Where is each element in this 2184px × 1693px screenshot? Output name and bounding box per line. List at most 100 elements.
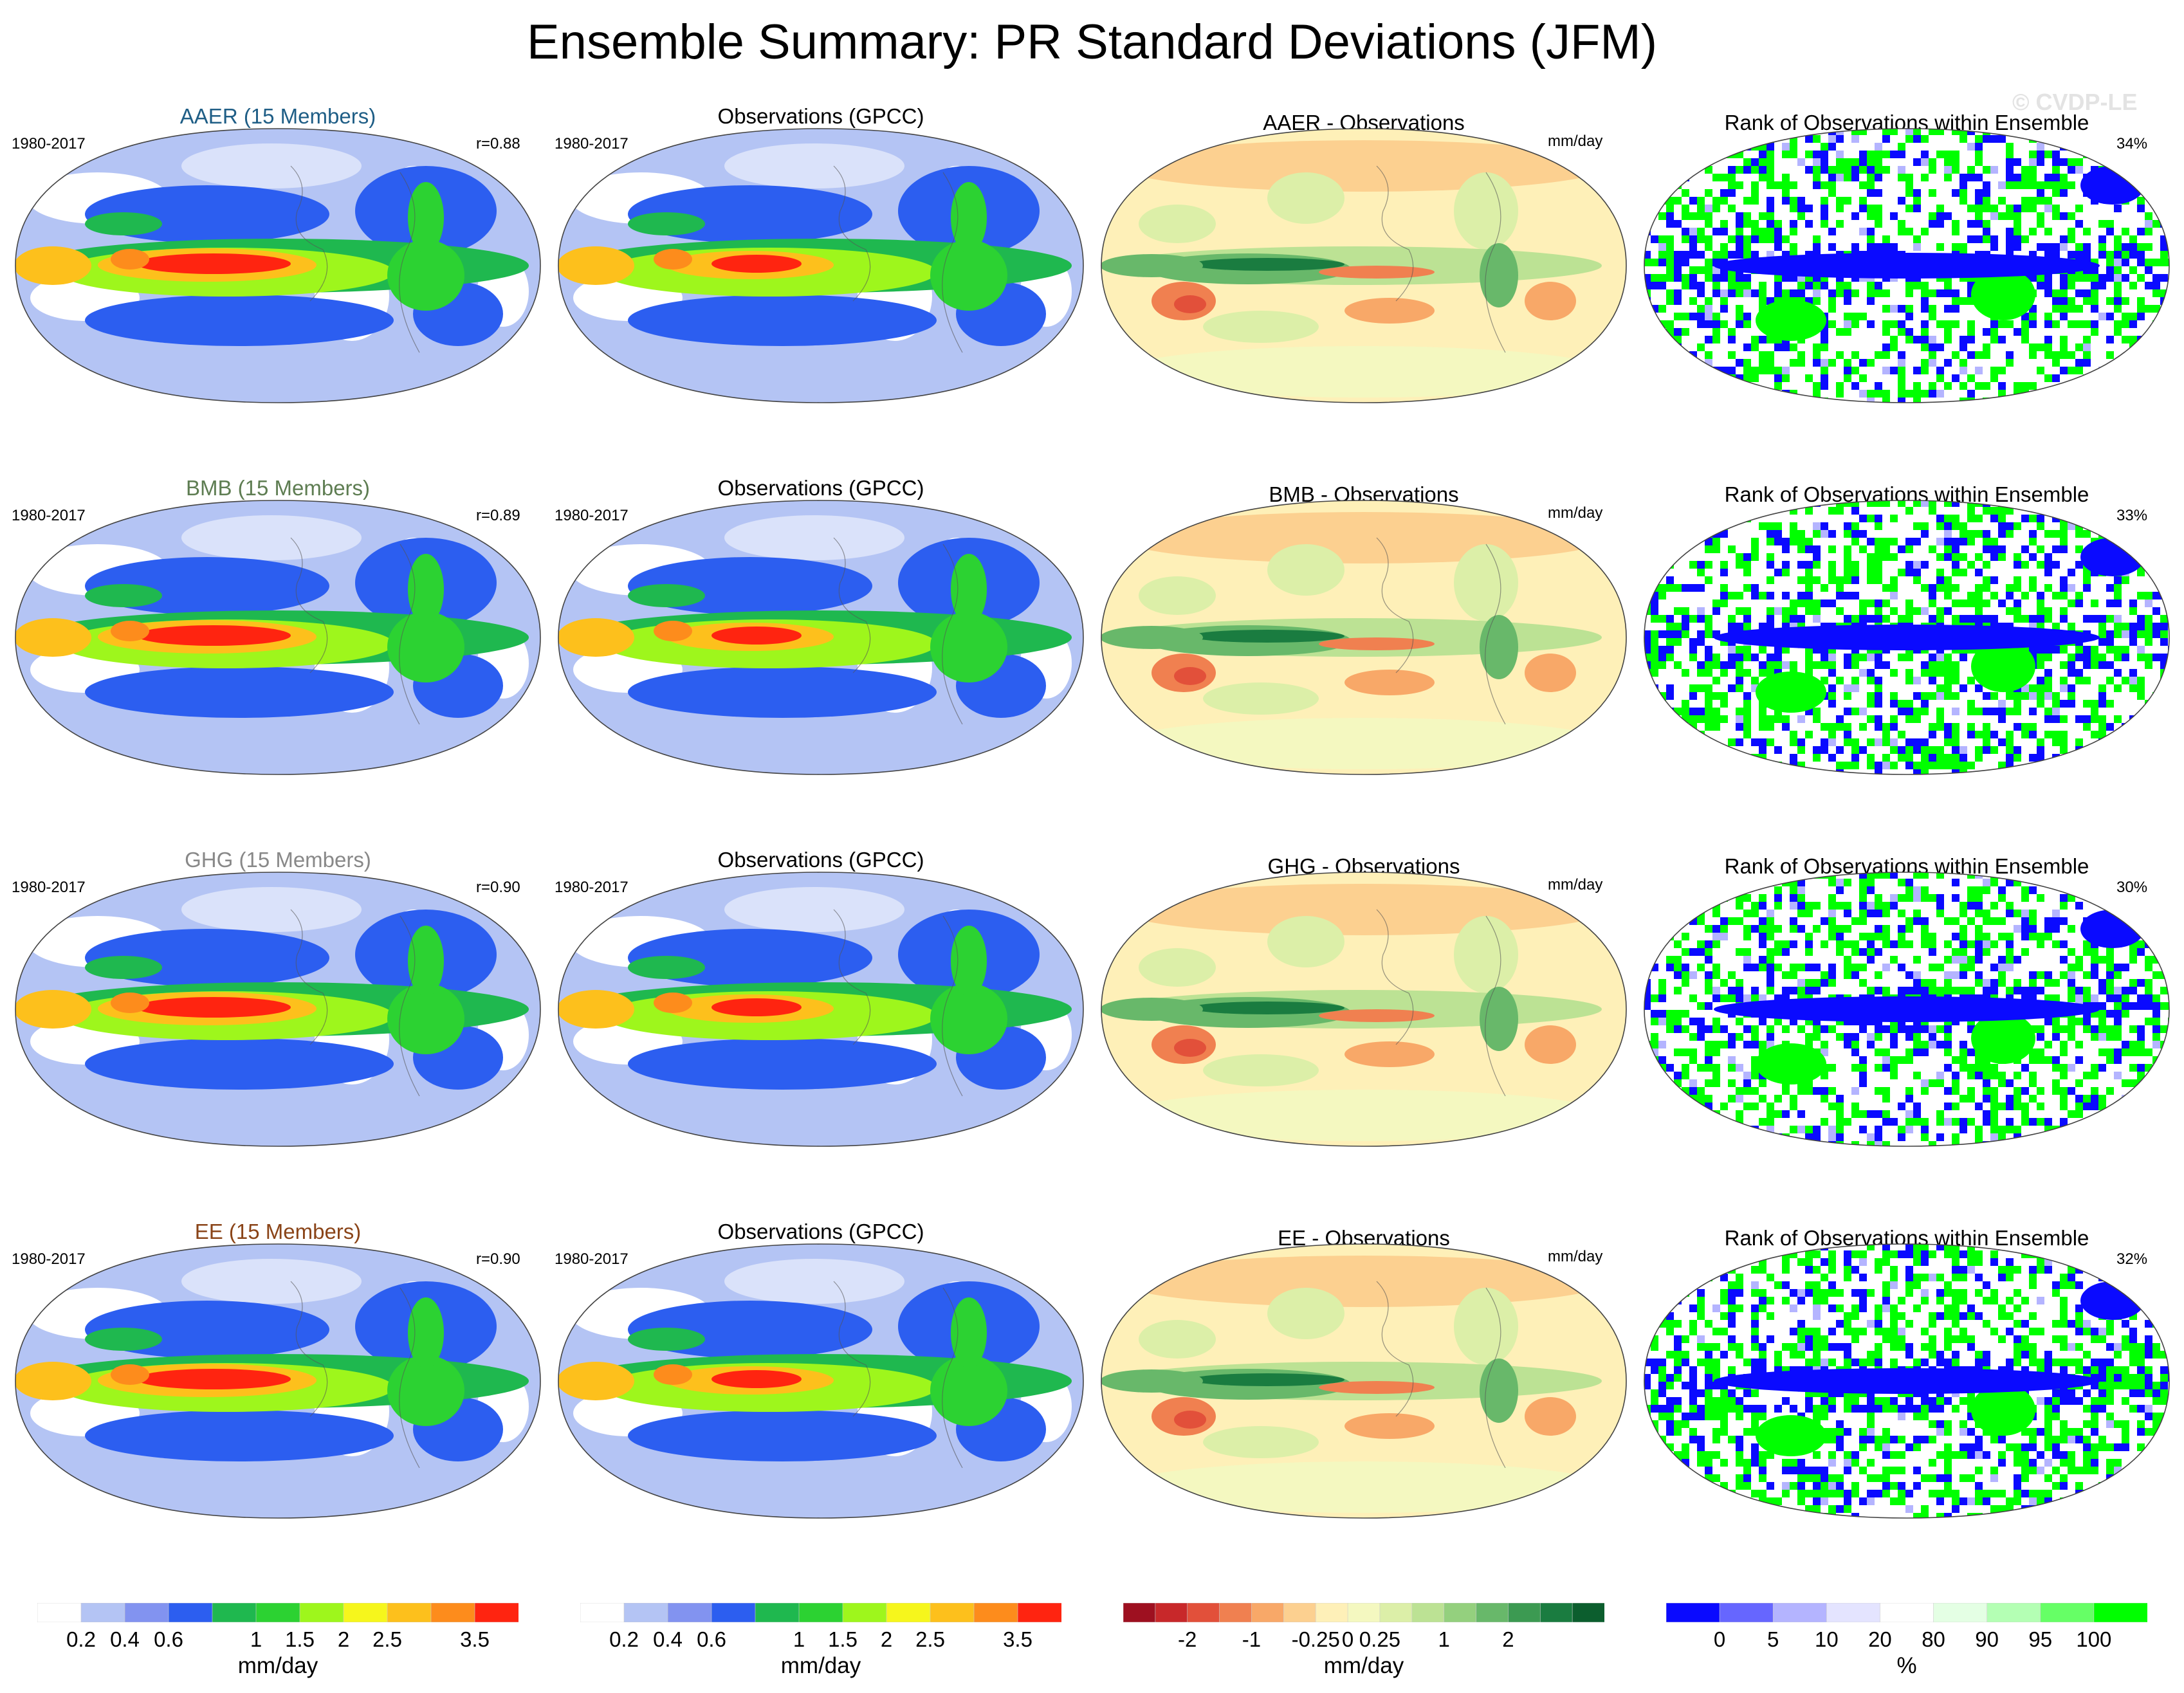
colorbar-swatch bbox=[299, 1603, 344, 1622]
colorbar-swatch bbox=[1476, 1603, 1509, 1622]
colorbar-tick-label: 2.5 bbox=[915, 1627, 945, 1651]
colorbar-swatch bbox=[1017, 1603, 1061, 1622]
colorbar-swatch bbox=[886, 1603, 931, 1622]
colorbar-swatch bbox=[711, 1603, 756, 1622]
stddev-map bbox=[15, 872, 541, 1147]
rank-percent: 30% bbox=[2116, 879, 2148, 896]
colorbar-swatch bbox=[1880, 1603, 1934, 1622]
colorbar-tick-label: 0.2 bbox=[609, 1627, 639, 1651]
colorbar-swatch bbox=[1508, 1603, 1541, 1622]
obs-period-label: 1980-2017 bbox=[555, 135, 629, 152]
experiment-title: AAER (15 Members) bbox=[179, 104, 376, 128]
colorbar-swatch bbox=[1933, 1603, 1988, 1622]
period-label: 1980-2017 bbox=[12, 879, 86, 896]
pattern-correlation: r=0.90 bbox=[476, 1250, 520, 1268]
experiment-title: GHG (15 Members) bbox=[185, 848, 371, 872]
period-label: 1980-2017 bbox=[12, 1250, 86, 1268]
colorbar-swatch bbox=[1411, 1603, 1445, 1622]
colorbar-tick-label: -0.25 bbox=[1291, 1627, 1340, 1651]
observations-title: Observations (GPCC) bbox=[717, 104, 924, 128]
colorbar-tick-label: 0.25 bbox=[1359, 1627, 1401, 1651]
colorbar-swatch bbox=[343, 1603, 388, 1622]
stddev-map bbox=[15, 500, 541, 775]
colorbar-tick-label: 1 bbox=[793, 1627, 805, 1651]
colorbar-swatch bbox=[1826, 1603, 1881, 1622]
obs-map bbox=[558, 1243, 1084, 1519]
stddev-map bbox=[15, 128, 541, 403]
pattern-correlation: r=0.89 bbox=[476, 507, 520, 524]
colorbar-swatch bbox=[623, 1603, 668, 1622]
difference-unit: mm/day bbox=[1548, 504, 1603, 522]
colorbar-swatch bbox=[1315, 1603, 1348, 1622]
diff-map bbox=[1101, 872, 1627, 1147]
colorbar-swatch bbox=[1283, 1603, 1316, 1622]
colorbar-swatch bbox=[798, 1603, 843, 1622]
colorbar-tick-label: 0.4 bbox=[653, 1627, 683, 1651]
watermark: © CVDP-LE bbox=[2012, 89, 2138, 115]
colorbar-tick-label: 0.4 bbox=[110, 1627, 140, 1651]
colorbar-swatch bbox=[842, 1603, 887, 1622]
colorbar-tick-label: 80 bbox=[1922, 1627, 1945, 1651]
colorbar-tick-label: 95 bbox=[2028, 1627, 2053, 1651]
colorbar-swatch bbox=[930, 1603, 975, 1622]
colorbar-swatch bbox=[1719, 1603, 1774, 1622]
colorbar-tick-label: 90 bbox=[1975, 1627, 1999, 1651]
experiment-title: EE (15 Members) bbox=[194, 1220, 362, 1243]
colorbar-swatch bbox=[387, 1603, 432, 1622]
colorbar-tick-label: 0.2 bbox=[66, 1627, 96, 1651]
colorbar-swatch bbox=[474, 1603, 518, 1622]
period-label: 1980-2017 bbox=[12, 135, 86, 152]
colorbar-tick-label: 2.5 bbox=[372, 1627, 402, 1651]
colorbar-tick-label: 3.5 bbox=[460, 1627, 490, 1651]
colorbar-unit: mm/day bbox=[780, 1653, 861, 1678]
obs-map bbox=[558, 872, 1084, 1147]
colorbar-swatch bbox=[1219, 1603, 1253, 1622]
diff-map bbox=[1101, 500, 1627, 775]
diff-map bbox=[1101, 1243, 1627, 1519]
pattern-correlation: r=0.90 bbox=[476, 879, 520, 896]
colorbar-tick-label: 0 bbox=[1713, 1627, 1726, 1651]
colorbar-tick-label: -2 bbox=[1178, 1627, 1197, 1651]
colorbar-swatch bbox=[755, 1603, 800, 1622]
colorbar-unit: mm/day bbox=[1323, 1653, 1404, 1678]
period-label: 1980-2017 bbox=[12, 507, 86, 524]
rank-colorbar bbox=[1666, 1603, 2147, 1622]
colorbar-swatch bbox=[1187, 1603, 1220, 1622]
rank-percent: 34% bbox=[2116, 135, 2148, 152]
colorbar-tick-label: 5 bbox=[1767, 1627, 1779, 1651]
colorbar-swatch bbox=[1251, 1603, 1285, 1622]
colorbar-swatch bbox=[168, 1603, 213, 1622]
difference-unit: mm/day bbox=[1548, 1248, 1603, 1265]
difference-colorbar bbox=[1123, 1603, 1604, 1622]
colorbar-tick-label: 1 bbox=[1438, 1627, 1450, 1651]
rank-percent: 32% bbox=[2116, 1250, 2148, 1268]
colorbar-tick-label: 3.5 bbox=[1003, 1627, 1032, 1651]
colorbar-swatch bbox=[1444, 1603, 1477, 1622]
obs-period-label: 1980-2017 bbox=[555, 879, 629, 896]
colorbar-tick-label: 2 bbox=[1502, 1627, 1514, 1651]
rank-map bbox=[1644, 500, 2170, 775]
colorbar-swatch bbox=[1772, 1603, 1828, 1622]
colorbar-swatch bbox=[2093, 1603, 2147, 1622]
colorbar-tick-label: 1.5 bbox=[828, 1627, 858, 1651]
difference-unit: mm/day bbox=[1548, 133, 1603, 150]
colorbar-swatch bbox=[255, 1603, 300, 1622]
colorbar-tick-label: 2 bbox=[337, 1627, 350, 1651]
colorbar-swatch bbox=[1539, 1603, 1573, 1622]
observations-title: Observations (GPCC) bbox=[717, 476, 924, 500]
obs-colorbar bbox=[580, 1603, 1061, 1622]
colorbar-unit: mm/day bbox=[237, 1653, 318, 1678]
obs-period-label: 1980-2017 bbox=[555, 507, 629, 524]
colorbar-tick-label: 20 bbox=[1868, 1627, 1892, 1651]
stddev-colorbar bbox=[37, 1603, 518, 1622]
colorbar-tick-label: -1 bbox=[1242, 1627, 1262, 1651]
colorbar-tick-label: 1 bbox=[250, 1627, 262, 1651]
stddev-map bbox=[15, 1243, 541, 1519]
colorbar-swatch bbox=[430, 1603, 475, 1622]
obs-map bbox=[558, 128, 1084, 403]
colorbar-unit: % bbox=[1896, 1653, 1917, 1678]
colorbar-swatch bbox=[1379, 1603, 1413, 1622]
experiment-title: BMB (15 Members) bbox=[185, 476, 371, 500]
colorbar-swatch bbox=[1572, 1603, 1604, 1622]
observations-title: Observations (GPCC) bbox=[717, 1220, 924, 1243]
